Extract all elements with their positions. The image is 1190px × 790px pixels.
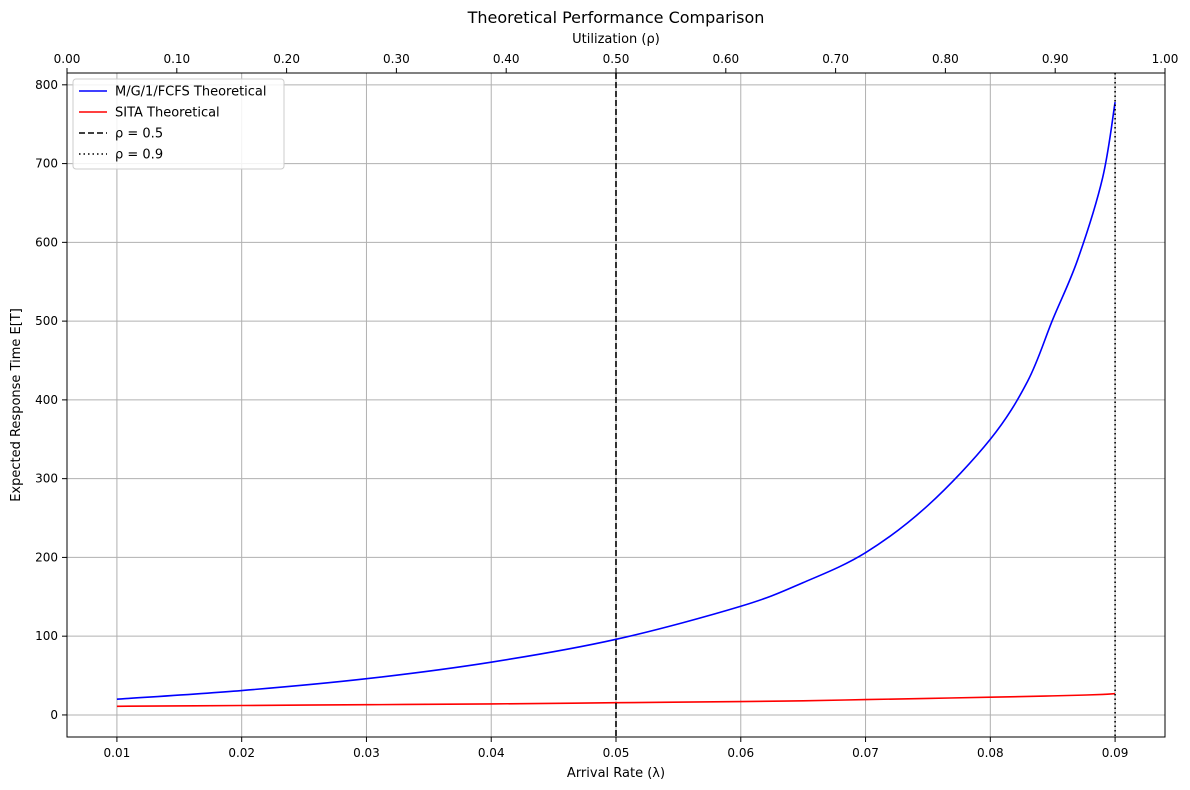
legend-item-rho-0.9: ρ = 0.9 bbox=[79, 148, 163, 163]
x-tick-label: 0.01 bbox=[104, 746, 131, 760]
legend: M/G/1/FCFS Theoretical SITA Theoretical ρ … bbox=[72, 78, 285, 170]
top-x-tick-label: 0.50 bbox=[603, 52, 630, 66]
legend-label: SITA Theoretical bbox=[115, 106, 220, 121]
y-tick-label: 0 bbox=[50, 708, 58, 722]
legend-item-sita: SITA Theoretical bbox=[79, 106, 220, 121]
y-tick-label: 400 bbox=[35, 393, 58, 407]
y-tick-label: 200 bbox=[35, 550, 58, 564]
y-tick-label: 800 bbox=[35, 78, 58, 92]
top-x-tick-label: 1.00 bbox=[1152, 52, 1179, 66]
y-tick-label: 500 bbox=[35, 314, 58, 328]
plot-area bbox=[116, 73, 1116, 737]
y-tick-label: 100 bbox=[35, 629, 58, 643]
ticks: 0.01 0.02 0.03 0.04 0.05 0.06 0.07 0.08 0.09 0 100… bbox=[35, 52, 1178, 760]
series-line-mg1-fcfs bbox=[116, 102, 1116, 700]
legend-box bbox=[72, 78, 285, 170]
legend-item-mg1-fcfs: M/G/1/FCFS Theoretical bbox=[79, 85, 267, 100]
chart-title: Theoretical Performance Comparison bbox=[467, 8, 765, 27]
y-tick-label: 700 bbox=[35, 157, 58, 171]
top-x-axis-label: Utilization (ρ) bbox=[572, 32, 660, 47]
x-tick-label: 0.09 bbox=[1102, 746, 1129, 760]
top-x-tick-label: 0.80 bbox=[932, 52, 959, 66]
x-tick-label: 0.06 bbox=[727, 746, 754, 760]
series-line-sita bbox=[116, 692, 1116, 708]
top-x-tick-label: 0.90 bbox=[1042, 52, 1069, 66]
top-x-tick-label: 0.00 bbox=[54, 52, 81, 66]
x-tick-label: 0.08 bbox=[977, 746, 1004, 760]
x-tick-label: 0.05 bbox=[603, 746, 630, 760]
top-x-tick-label: 0.70 bbox=[822, 52, 849, 66]
top-x-tick-label: 0.10 bbox=[163, 52, 190, 66]
y-tick-label: 300 bbox=[35, 472, 58, 486]
y-tick-label: 600 bbox=[35, 235, 58, 249]
legend-label: M/G/1/FCFS Theoretical bbox=[115, 85, 267, 100]
top-x-tick-label: 0.60 bbox=[712, 52, 739, 66]
legend-label: ρ = 0.9 bbox=[115, 148, 163, 163]
top-x-tick-label: 0.20 bbox=[273, 52, 300, 66]
legend-label: ρ = 0.5 bbox=[115, 127, 163, 142]
x-tick-label: 0.07 bbox=[852, 746, 879, 760]
x-tick-label: 0.03 bbox=[353, 746, 380, 760]
top-x-tick-label: 0.40 bbox=[493, 52, 520, 66]
top-x-tick-label: 0.30 bbox=[383, 52, 410, 66]
x-tick-label: 0.04 bbox=[478, 746, 505, 760]
legend-item-rho-0.5: ρ = 0.5 bbox=[79, 127, 163, 142]
x-tick-label: 0.02 bbox=[228, 746, 255, 760]
x-axis-label: Arrival Rate (λ) bbox=[567, 766, 665, 781]
y-axis-label: Expected Response Time E[T] bbox=[9, 308, 24, 502]
